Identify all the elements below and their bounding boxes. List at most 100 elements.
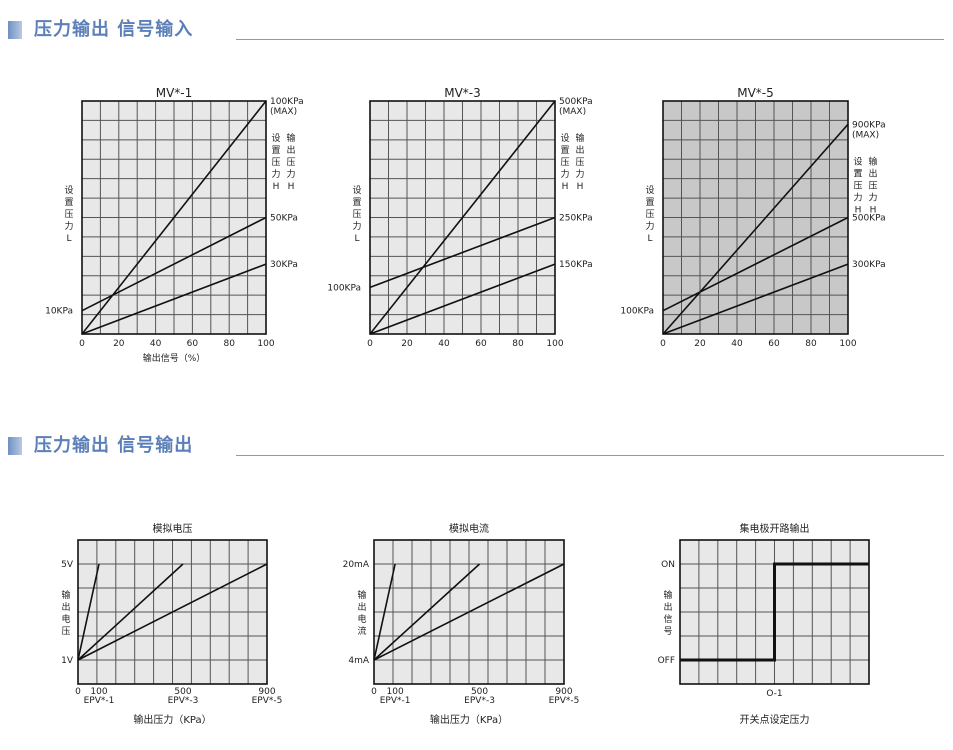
chart-mv3-right-label-out-char: 出 xyxy=(575,144,584,156)
chart-analog-voltage-x-tick-label: 500 xyxy=(174,687,191,697)
chart-mv1-series-label: (MAX) xyxy=(270,107,297,117)
chart-analog-current-y-axis-label-char: 流 xyxy=(357,625,366,637)
chart-open-collector-frame xyxy=(679,539,870,685)
chart-mv3-x-tick-label: 0 xyxy=(367,339,373,349)
chart-mv1-right-label-out-char: H xyxy=(288,182,295,192)
chart-mv1-y-axis-label-char: L xyxy=(66,234,71,244)
chart-mv1-right-label-set-char: 设 xyxy=(271,133,280,144)
chart-mv3-right-label-out-char: 力 xyxy=(575,168,584,180)
chart-mv3-x-tick-label: 40 xyxy=(438,339,450,349)
chart-mv1-right-label-out-char: 力 xyxy=(286,168,295,180)
chart-mv5-right-label-out-char: 输 xyxy=(868,155,877,167)
chart-analog-current-x-tick-sublabel: EPV*-3 xyxy=(464,696,495,706)
chart-analog-voltage-x-tick-sublabel: EPV*-5 xyxy=(252,696,283,706)
chart-analog-current-frame xyxy=(373,539,565,685)
section-header-signal-input: 压力输出 信号输入 xyxy=(8,18,944,46)
chart-mv5-right-label-set-char: 设 xyxy=(853,156,862,167)
chart-mv5-x-tick-label: 0 xyxy=(660,339,666,349)
chart-mv1-series-label: 100KPa xyxy=(270,97,304,107)
chart-mv3-x-tick-label: 80 xyxy=(512,339,524,349)
chart-mv5-right-label-out-char: H xyxy=(870,205,877,215)
chart-analog-voltage-x-axis-label: 输出压力（KPa） xyxy=(133,713,211,726)
section-title: 压力输出 信号输入 xyxy=(34,19,194,40)
chart-analog-current-y-axis-label-char: 出 xyxy=(357,601,366,613)
chart-mv5-x-tick-label: 100 xyxy=(839,339,856,349)
chart-mv5-right-label-set-char: 压 xyxy=(853,180,862,191)
chart-open-collector-y-axis-label-char: 信 xyxy=(663,613,672,625)
chart-mv5-series-line xyxy=(662,123,849,335)
section-marker-icon xyxy=(8,21,22,39)
chart-mv3-right-label-set-char: 设 xyxy=(560,133,569,144)
chart-analog-voltage-y-axis-label-char: 电 xyxy=(61,613,70,625)
chart-mv5-right-label-set-char: 置 xyxy=(853,168,862,179)
chart-mv3-series-label: 500KPa xyxy=(559,97,593,107)
chart-mv1-series-label: 50KPa xyxy=(270,214,298,224)
chart-mv5-right-label-set-char: H xyxy=(855,205,862,215)
section-title: 压力输出 信号输出 xyxy=(34,435,194,456)
chart-mv5-y-tick-label: 100KPa xyxy=(620,307,654,317)
chart-mv1-y-axis-label-char: 力 xyxy=(64,220,73,232)
chart-analog-voltage-frame xyxy=(77,539,268,685)
chart-mv5-series-line xyxy=(662,263,849,335)
chart-mv5-right-label-set-char: 力 xyxy=(853,191,862,203)
chart-mv1-x-axis-label: 输出信号（%） xyxy=(143,352,206,364)
chart-mv5-series-label: (MAX) xyxy=(852,130,879,140)
chart-mv5-x-tick-label: 20 xyxy=(694,339,706,349)
chart-mv5-y-axis-label-char: 置 xyxy=(645,197,654,208)
chart-analog-voltage-title: 模拟电压 xyxy=(153,522,193,535)
chart-mv5-series-line xyxy=(662,216,849,312)
chart-mv1-title: MV*-1 xyxy=(156,86,193,100)
chart-mv3-right-label-set-char: 力 xyxy=(560,168,569,180)
chart-analog-voltage-y-axis-label-char: 输 xyxy=(61,589,70,601)
chart-mv5-series-label: 900KPa xyxy=(852,120,886,130)
chart-mv3-right-label-out-char: 输 xyxy=(575,132,584,144)
chart-mv3-y-axis-label-char: L xyxy=(354,234,359,244)
chart-mv3-y-axis-label-char: 设 xyxy=(352,185,361,196)
chart-mv1-x-tick-label: 0 xyxy=(79,339,85,349)
chart-mv1-right-label-out-char: 压 xyxy=(286,157,295,168)
chart-mv5-series-label: 300KPa xyxy=(852,260,886,270)
chart-open-collector-y-axis-label: 输出信号 xyxy=(663,589,672,637)
chart-mv5-right-label-out-char: 力 xyxy=(868,191,877,203)
chart-mv3-right-label-set-char: 置 xyxy=(560,145,569,156)
chart-mv1-right-label-out-char: 输 xyxy=(286,132,295,144)
chart-mv3-y-axis-label-char: 力 xyxy=(352,220,361,232)
chart-mv1-right-label-set-char: 压 xyxy=(271,157,280,168)
chart-mv5-right-label-out-char: 压 xyxy=(868,180,877,191)
chart-analog-voltage-y-axis-label-char: 压 xyxy=(61,626,70,637)
section-divider xyxy=(236,455,944,456)
chart-analog-current-y-tick-label: 20mA xyxy=(343,560,370,570)
chart-mv3-series-label: (MAX) xyxy=(559,107,586,117)
chart-analog-voltage-x-tick-label: 100 xyxy=(90,687,107,697)
chart-mv1-x-tick-label: 20 xyxy=(113,339,125,349)
chart-mv1-right-label-set-char: H xyxy=(273,182,280,192)
chart-mv1-x-tick-label: 40 xyxy=(150,339,162,349)
chart-mv3-right-label-out-char: 压 xyxy=(575,157,584,168)
chart-mv1-right-label-out-char: 出 xyxy=(286,144,295,156)
chart-mv1-x-tick-label: 80 xyxy=(223,339,235,349)
chart-open-collector-y-tick-label: OFF xyxy=(658,656,675,666)
chart-mv5-x-tick-label: 80 xyxy=(805,339,817,349)
chart-analog-voltage-x-tick-sublabel: EPV*-3 xyxy=(168,696,199,706)
chart-analog-voltage-y-tick-label: 5V xyxy=(61,560,74,570)
chart-analog-current-series-line xyxy=(373,563,396,661)
chart-mv5-right-label-out-char: 出 xyxy=(868,167,877,179)
chart-mv3-right-label-set-char: H xyxy=(562,182,569,192)
chart-open-collector-y-tick-label: ON xyxy=(661,560,675,570)
section-marker-icon xyxy=(8,437,22,455)
chart-analog-voltage-x-tick-sublabel: EPV*-1 xyxy=(84,696,115,706)
chart-mv3-series-line xyxy=(369,100,556,335)
chart-analog-voltage-x-tick-label: 900 xyxy=(258,687,275,697)
chart-mv3-y-axis-label-char: 压 xyxy=(352,209,361,220)
chart-mv1-y-tick-label: 10KPa xyxy=(45,307,73,317)
chart-analog-voltage-series-line xyxy=(77,563,100,661)
chart-analog-voltage-y-axis-label-char: 出 xyxy=(61,601,70,613)
chart-mv5-y-axis-label-char: L xyxy=(647,234,652,244)
chart-mv5-y-axis-label-char: 力 xyxy=(645,220,654,232)
chart-mv3-x-tick-label: 100 xyxy=(546,339,563,349)
